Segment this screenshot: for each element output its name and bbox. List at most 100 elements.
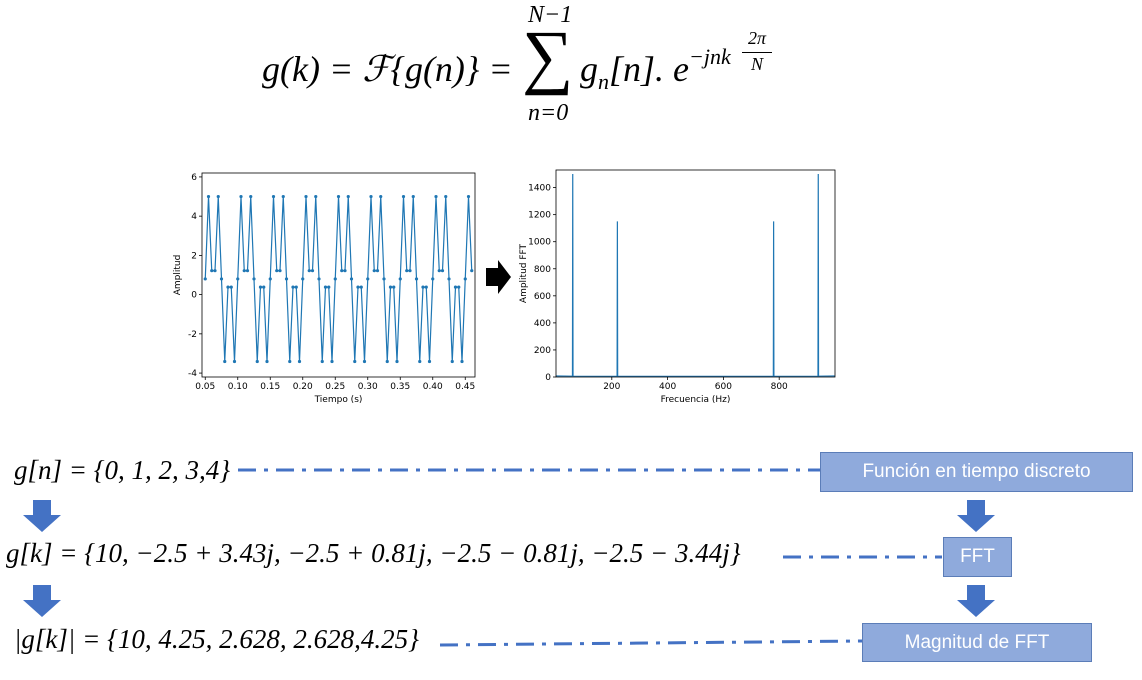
y-tick-label: 200 [534, 346, 551, 356]
y-tick-label: -4 [188, 369, 197, 379]
sum-lower: n=0 [528, 100, 569, 126]
sum-upper: N−1 [528, 2, 573, 28]
data-point [424, 285, 428, 289]
data-point [210, 269, 214, 273]
data-point [398, 277, 402, 281]
data-point [255, 359, 259, 364]
y-tick-label: 2 [191, 251, 197, 261]
data-point [271, 194, 276, 199]
y-tick-label: 800 [534, 265, 551, 275]
formula-term: gn[n]. e [580, 48, 689, 95]
data-point [323, 285, 328, 289]
frac-num: 2π [747, 28, 767, 48]
y-tick-label: 600 [534, 292, 551, 302]
data-point [401, 194, 406, 199]
data-point [239, 194, 243, 199]
data-point [252, 277, 256, 281]
data-point [330, 359, 334, 364]
data-point [447, 277, 451, 281]
data-point [385, 359, 389, 364]
data-point [388, 285, 393, 289]
data-point [379, 194, 383, 199]
data-point [333, 277, 337, 281]
data-point [444, 194, 448, 199]
data-point [297, 359, 302, 364]
y-tick-label: 0 [545, 373, 551, 383]
x-tick-label: 400 [659, 382, 676, 392]
y-tick-label: 0 [191, 291, 197, 301]
data-point [223, 359, 227, 364]
data-point [353, 359, 357, 364]
data-point [278, 269, 282, 273]
data-point [258, 285, 263, 289]
data-point [203, 277, 207, 281]
data-point [434, 194, 438, 199]
data-point [340, 269, 344, 273]
data-point [418, 359, 422, 364]
data-point [249, 194, 253, 199]
data-point [294, 285, 298, 289]
data-point [307, 269, 311, 273]
x-tick-label: 200 [603, 382, 620, 392]
data-point [362, 359, 367, 364]
data-point [281, 194, 285, 199]
arrow-down [957, 500, 995, 532]
data-point [336, 194, 341, 199]
y-tick-label: 1200 [528, 211, 551, 221]
series-line [555, 174, 835, 377]
data-point [392, 285, 396, 289]
y-axis-label: Amplitud [173, 255, 183, 296]
formula-lhs: g(k) = ℱ{g(n)} = [262, 49, 513, 89]
y-tick-label: 1400 [528, 184, 551, 194]
y-axis-label: Amplitud FFT [519, 243, 529, 303]
data-point [470, 269, 474, 273]
x-axis-label: Tiempo (s) [314, 395, 363, 405]
sum-symbol: ∑ [522, 16, 574, 96]
x-axis-label: Frecuencia (Hz) [661, 395, 731, 405]
data-point [463, 277, 467, 281]
data-point [405, 269, 409, 273]
data-point [288, 359, 292, 364]
data-point [284, 277, 289, 281]
equation: g[n] = {0, 1, 2, 3,4} [14, 455, 231, 485]
x-tick-label: 0.05 [195, 382, 215, 392]
exponent: −jnk [689, 44, 731, 69]
data-point [213, 269, 217, 273]
data-point [232, 359, 237, 364]
label-box: Función en tiempo discreto [820, 452, 1133, 492]
term: g [580, 49, 598, 89]
arrow-down [23, 585, 61, 617]
label-box: Magnitud de FFT [862, 623, 1092, 662]
y-tick-label: 6 [191, 173, 197, 183]
data-point [242, 269, 246, 273]
x-tick-label: 0.20 [293, 382, 313, 392]
arrow-down [957, 585, 995, 617]
data-point [245, 269, 250, 273]
y-tick-label: 4 [191, 212, 197, 222]
term-sub: n [598, 69, 609, 95]
data-point [356, 285, 360, 289]
data-point [206, 194, 211, 199]
plot-frame [201, 172, 476, 378]
data-point [320, 359, 324, 364]
frac-den: N [750, 54, 763, 74]
data-point [460, 359, 464, 364]
data-point [262, 285, 266, 289]
data-point [346, 194, 350, 199]
data-point [440, 269, 445, 273]
x-tick-label: 0.25 [325, 382, 345, 392]
data-point [291, 285, 295, 289]
data-point [236, 277, 240, 281]
data-point [369, 194, 373, 199]
data-point [431, 277, 435, 281]
data-point [359, 285, 363, 289]
data-point [382, 277, 386, 281]
data-point [327, 285, 331, 289]
x-tick-label: 0.35 [390, 382, 410, 392]
x-tick-label: 600 [715, 382, 732, 392]
y-tick-label: 1000 [528, 238, 551, 248]
y-tick-label: -2 [188, 330, 197, 340]
data-point [317, 277, 321, 281]
